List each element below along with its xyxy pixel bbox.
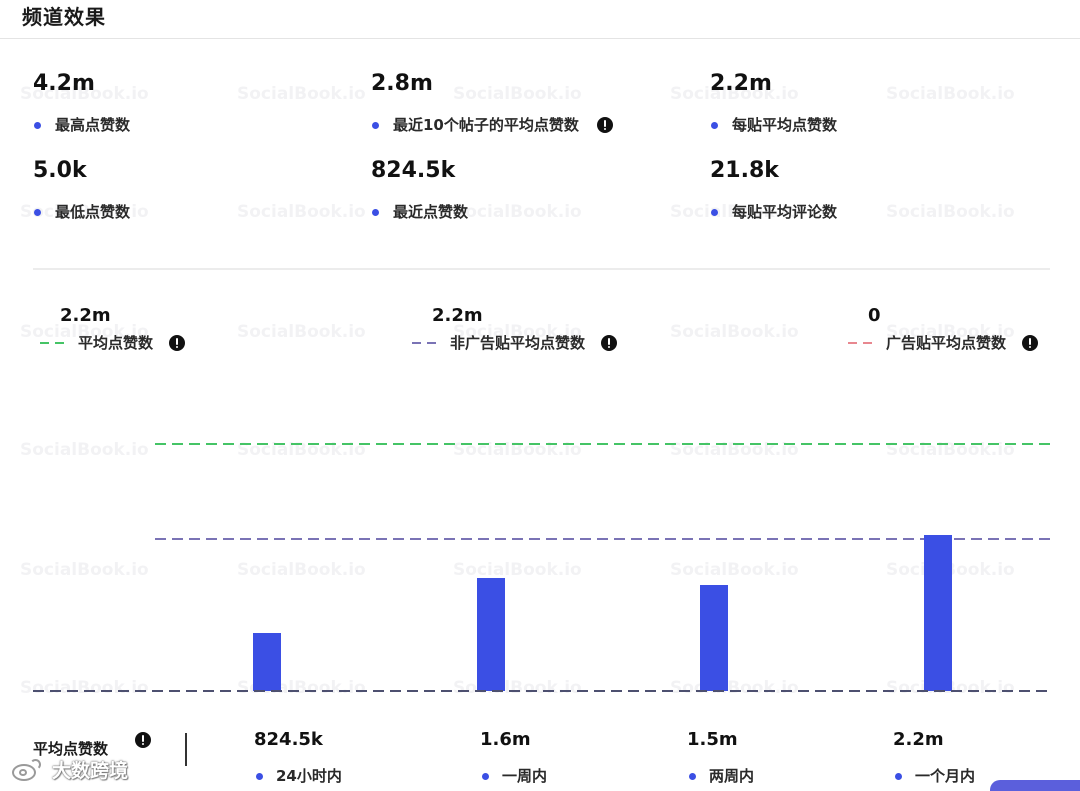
- legend-label: 广告贴平均点赞数: [886, 334, 1007, 352]
- weibo-logo-icon: [10, 758, 44, 784]
- info-icon[interactable]: [135, 732, 151, 748]
- source-logo: 大数跨境: [10, 757, 128, 785]
- summary-item: 824.5k 24小时内: [254, 729, 342, 786]
- summary-category-row: 24小时内: [254, 766, 342, 786]
- legend-average-likes: 2.2m 平均点赞数: [40, 305, 186, 353]
- bar-chart: [0, 400, 1080, 691]
- stat-avg-comments-per-post: 21.8k 每贴平均评论数: [710, 158, 1050, 245]
- reference-line-non-ad-average: [155, 538, 1050, 540]
- summary-category-row: 一周内: [480, 766, 547, 786]
- stat-label: 最近10个帖子的平均点赞数: [393, 116, 579, 134]
- summary-category: 一个月内: [915, 767, 976, 785]
- bullet-dot-icon: [689, 772, 696, 780]
- page-title: 频道效果: [22, 5, 106, 29]
- stat-label-row: 最近点赞数: [371, 202, 710, 222]
- stat-label: 最近点赞数: [393, 203, 469, 221]
- info-icon[interactable]: [1022, 335, 1039, 351]
- legend-value: 2.2m: [432, 305, 483, 326]
- info-icon[interactable]: [169, 335, 186, 351]
- dashed-line-swatch-icon: [40, 342, 66, 344]
- stat-value: 824.5k: [371, 158, 456, 183]
- stat-value: 4.2m: [33, 71, 95, 96]
- stat-max-likes: 4.2m 最高点赞数: [33, 71, 371, 158]
- stat-label: 最高点赞数: [55, 116, 131, 134]
- bullet-dot-icon: [895, 772, 902, 780]
- stat-label-row: 最近10个帖子的平均点赞数: [371, 115, 710, 135]
- summary-category: 24小时内: [276, 767, 342, 785]
- bullet-dot-icon: [372, 208, 379, 216]
- legend-row: 非广告贴平均点赞数: [412, 333, 618, 353]
- bullet-dot-icon: [34, 208, 41, 216]
- legend-label: 平均点赞数: [78, 334, 154, 352]
- summary-category: 一周内: [502, 767, 548, 785]
- stat-label-row: 最低点赞数: [33, 202, 371, 222]
- summary-label: 平均点赞数: [33, 740, 109, 758]
- summary-category: 两周内: [709, 767, 755, 785]
- summary-item: 1.5m 两周内: [687, 729, 754, 786]
- stat-label: 最低点赞数: [55, 203, 131, 221]
- chart-bar[interactable]: [700, 585, 728, 691]
- chart-baseline: [33, 690, 1050, 692]
- summary-category-row: 两周内: [687, 766, 754, 786]
- stat-recent-10-avg-likes: 2.8m 最近10个帖子的平均点赞数: [371, 71, 710, 158]
- legend-row: 平均点赞数: [40, 333, 186, 353]
- stats-grid: 4.2m 最高点赞数 2.8m 最近10个帖子的平均点赞数 2.2m 每贴平均点…: [33, 71, 1050, 245]
- bullet-dot-icon: [372, 121, 379, 129]
- stat-value: 2.2m: [710, 71, 772, 96]
- info-icon[interactable]: [596, 117, 613, 133]
- panel-header: 频道效果: [0, 0, 1080, 39]
- bullet-dot-icon: [711, 208, 718, 216]
- legend-value: 2.2m: [60, 305, 111, 326]
- legend-row: 广告贴平均点赞数: [848, 333, 1039, 353]
- bullet-dot-icon: [256, 772, 263, 780]
- stat-value: 5.0k: [33, 158, 87, 183]
- summary-value: 1.6m: [480, 729, 531, 750]
- summary-category-row: 一个月内: [893, 766, 975, 786]
- vertical-divider: [185, 733, 187, 766]
- stat-label-row: 每贴平均评论数: [710, 202, 1050, 222]
- chart-bar[interactable]: [253, 633, 281, 691]
- floating-action-button[interactable]: [990, 780, 1080, 791]
- stat-avg-likes-per-post: 2.2m 每贴平均点赞数: [710, 71, 1050, 158]
- chart-bar[interactable]: [477, 578, 505, 691]
- summary-value: 2.2m: [893, 729, 944, 750]
- bullet-dot-icon: [482, 772, 489, 780]
- dashed-line-swatch-icon: [412, 342, 438, 344]
- summary-item: 1.6m 一周内: [480, 729, 547, 786]
- stat-recent-likes: 824.5k 最近点赞数: [371, 158, 710, 245]
- legend-ad-average-likes: 0 广告贴平均点赞数: [848, 305, 1039, 353]
- stat-label-row: 每贴平均点赞数: [710, 115, 1050, 135]
- legend-non-ad-average-likes: 2.2m 非广告贴平均点赞数: [412, 305, 618, 353]
- info-icon[interactable]: [601, 335, 618, 351]
- summary-value: 1.5m: [687, 729, 738, 750]
- summary-value: 824.5k: [254, 729, 323, 750]
- stat-value: 2.8m: [371, 71, 433, 96]
- legend-value: 0: [868, 305, 881, 326]
- legend-label: 非广告贴平均点赞数: [450, 334, 586, 352]
- reference-line-average: [155, 443, 1050, 445]
- bullet-dot-icon: [34, 121, 41, 129]
- bullet-dot-icon: [711, 121, 718, 129]
- section-divider: [33, 268, 1050, 270]
- stat-label: 每贴平均点赞数: [732, 116, 838, 134]
- summary-item: 2.2m 一个月内: [893, 729, 975, 786]
- chart-bar[interactable]: [924, 535, 952, 691]
- source-logo-text: 大数跨境: [52, 760, 129, 782]
- stat-min-likes: 5.0k 最低点赞数: [33, 158, 371, 245]
- stat-label: 每贴平均评论数: [732, 203, 838, 221]
- watermark-text: SocialBook.io: [237, 322, 366, 342]
- stat-label-row: 最高点赞数: [33, 115, 371, 135]
- stat-value: 21.8k: [710, 158, 779, 183]
- watermark-text: SocialBook.io: [670, 322, 799, 342]
- dashed-line-swatch-icon: [848, 342, 874, 344]
